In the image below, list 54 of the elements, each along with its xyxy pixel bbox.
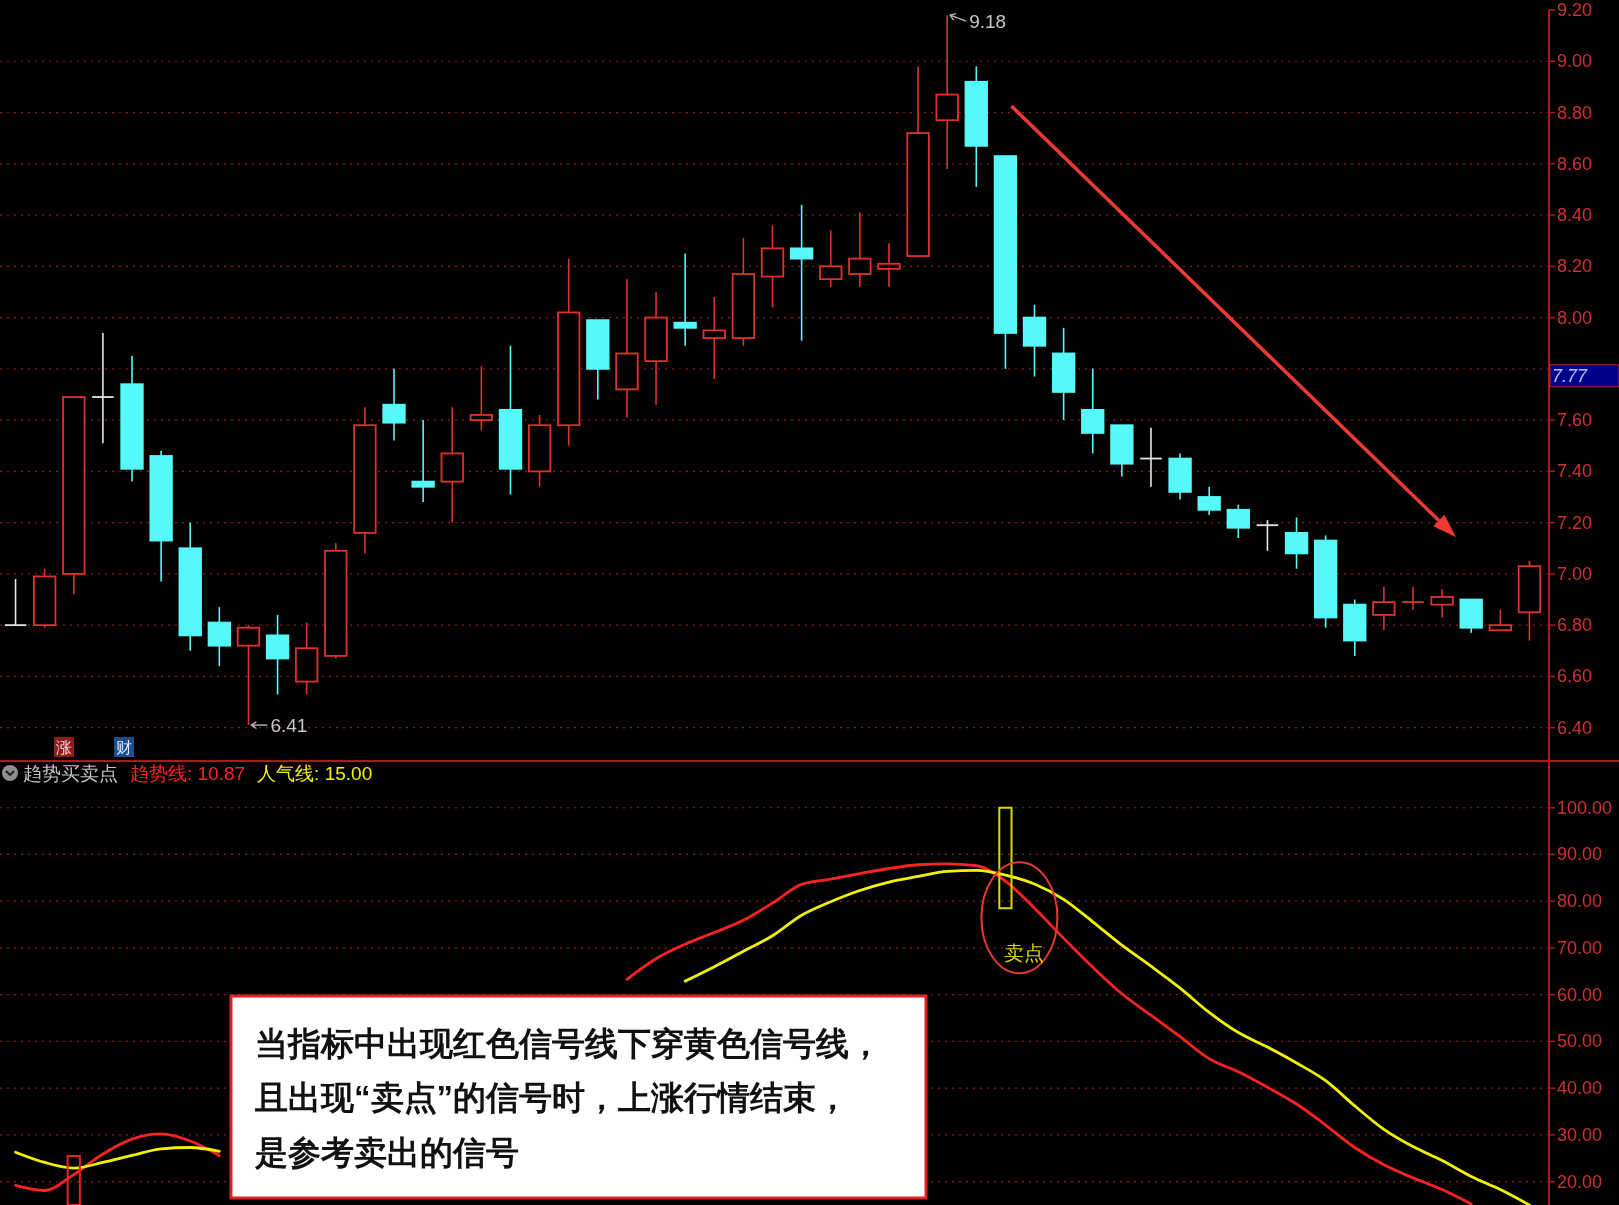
candlestick [1372,585,1396,632]
candlestick [848,211,872,288]
y-tick-label: 90.00 [1557,844,1603,865]
candlestick [1081,368,1105,455]
y-tick-label: 60.00 [1557,984,1603,1005]
candlestick [3,578,28,627]
candlestick [207,606,232,667]
y-tick-label: 8.00 [1557,307,1593,328]
text: 趋势线: 10.87 [130,762,246,784]
y-tick-label: 30.00 [1557,1124,1603,1145]
annotation: 当指标中出现红色信号线下穿黄色信号线，且出现“卖点”的信号时，上涨行情结束，是参考卖出的信号 [254,1024,882,1171]
candlestick [702,296,726,380]
y-tick-label: 20.00 [1557,1171,1603,1192]
y-tick-label: 8.60 [1557,153,1593,174]
candlestick [1139,426,1163,488]
data-label: 卖点 [1004,942,1045,965]
y-tick-label: 9.20 [1557,0,1593,20]
candlestick [411,419,435,503]
candlestick [382,368,406,442]
y-tick-label: 7.40 [1557,461,1593,482]
text: 7.77 [1552,365,1589,386]
y-tick-label: 7.60 [1557,410,1593,431]
y-tick-label: 9.00 [1557,51,1593,72]
candlestick [1226,503,1250,539]
y-tick-label: 7.20 [1557,512,1593,533]
candlestick [1430,588,1454,619]
candlestick [469,365,494,432]
chart-title: 趋势买卖点 [23,762,118,784]
y-tick-label: 6.60 [1557,666,1593,687]
candlestick [1401,585,1425,611]
y-tick-label: 8.80 [1557,102,1593,123]
y-tick-label: 70.00 [1557,937,1603,958]
y-tick-label: 6.80 [1557,615,1593,636]
annotation: 6.41 [270,714,308,736]
y-tick-label: 7.00 [1557,563,1593,584]
y-tick-label: 80.00 [1557,891,1603,912]
candlestick [819,229,843,288]
candlestick [1197,485,1221,516]
candlestick [1255,519,1280,552]
candlestick [1284,516,1309,570]
text: 人气线: 15.00 [257,762,373,784]
candlestick [877,242,901,288]
y-tick-label: 6.40 [1557,717,1593,738]
candlestick [265,614,290,696]
candlestick [789,204,814,342]
y-tick-label: 100.00 [1557,797,1613,818]
candlestick [1488,608,1512,632]
y-tick-label: 40.00 [1557,1078,1603,1099]
y-tick-label: 50.00 [1557,1031,1603,1052]
y-tick-label: 8.20 [1557,256,1593,277]
candlestick [91,332,115,444]
y-tick-label: 8.40 [1557,205,1593,226]
annotation: 9.18 [969,10,1007,32]
candlestick [673,252,697,347]
